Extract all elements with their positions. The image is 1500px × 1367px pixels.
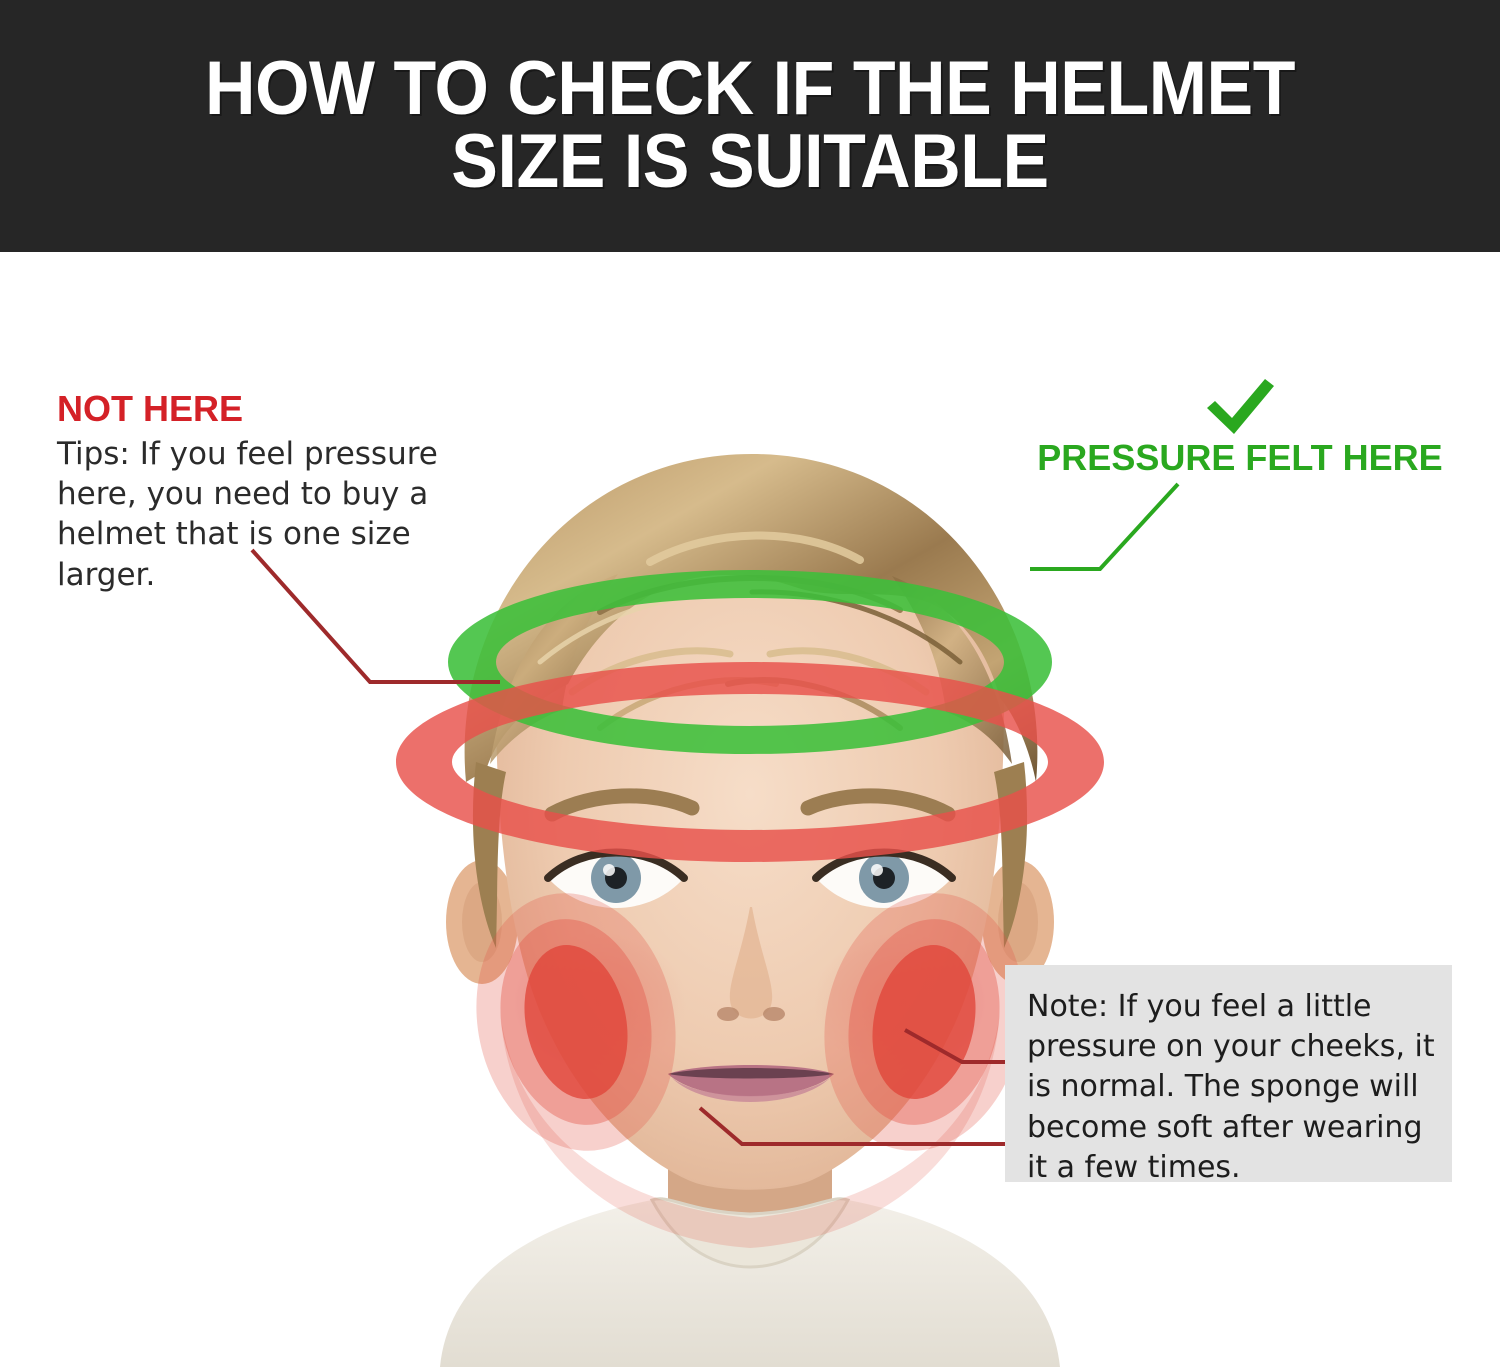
eyebrow-left <box>544 788 700 822</box>
note-text: Note: If you feel a little pressure on y… <box>1027 989 1435 1185</box>
page-title-line-1: HOW TO CHECK IF THE HELMET <box>205 46 1295 132</box>
header-bar: HOW TO CHECK IF THE HELMET SIZE IS SUITA… <box>0 0 1500 252</box>
nose <box>729 907 773 1019</box>
child-head-photo <box>300 362 1200 1367</box>
chinstrap-marker <box>500 1012 1000 1248</box>
page-title: HOW TO CHECK IF THE HELMET SIZE IS SUITA… <box>143 51 1357 204</box>
eyebrow-right <box>800 788 956 822</box>
pressure-felt-title: PRESSURE FELT HERE <box>1037 437 1443 478</box>
tshirt <box>440 1200 1060 1367</box>
pressure-felt-annotation: PRESSURE FELT HERE <box>1020 377 1460 477</box>
mouth <box>668 1065 834 1102</box>
not-here-annotation: NOT HERE Tips: If you feel pressure here… <box>57 390 517 595</box>
cheek-pressure-marker-left <box>476 893 676 1151</box>
cheek-pressure-marker-right <box>824 893 1024 1151</box>
eye-left <box>544 848 688 908</box>
not-here-title: NOT HERE <box>57 388 244 429</box>
note-box: Note: If you feel a little pressure on y… <box>1005 965 1452 1185</box>
check-icon <box>1207 379 1274 434</box>
infographic-stage: NOT HERE Tips: If you feel pressure here… <box>0 252 1500 1367</box>
page-title-line-2: SIZE IS SUITABLE <box>451 119 1049 204</box>
tshirt-collar <box>649 1197 851 1269</box>
not-here-body: Tips: If you feel pressure here, you nee… <box>57 435 438 593</box>
